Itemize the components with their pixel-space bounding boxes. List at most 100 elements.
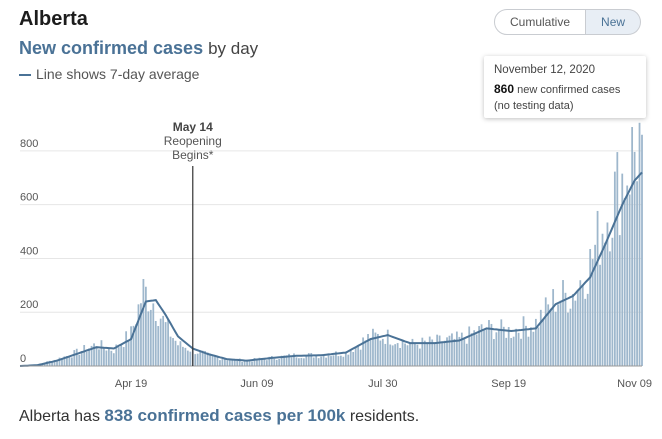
annotation-line1: Reopening [164,134,222,148]
daily-case-bar [542,319,545,366]
daily-case-bar [320,356,323,366]
footer-summary: Alberta has 838 confirmed cases per 100k… [19,406,419,426]
daily-case-bar [339,355,342,366]
daily-case-bar [483,329,485,366]
footer-highlight: 838 confirmed cases per 100k [104,406,346,425]
x-tick-label: Nov 09 [617,378,652,390]
daily-case-bar [460,332,463,366]
y-tick-label: 600 [20,192,38,204]
daily-case-bar [83,345,86,366]
daily-case-bar [599,264,601,366]
daily-case-bar [362,337,364,366]
daily-case-bar [458,336,461,366]
daily-case-bar [273,358,276,366]
daily-case-bar [140,303,142,366]
daily-case-bar [115,344,118,366]
daily-case-bar [609,251,611,366]
daily-case-bar [589,249,592,366]
daily-case-bar [572,294,574,366]
daily-case-bar [544,297,547,366]
daily-case-bar [122,347,125,366]
daily-case-bar [307,353,310,366]
daily-case-bar [152,303,155,366]
daily-case-bar [569,308,572,366]
daily-case-bar [179,341,182,366]
daily-case-bar [438,335,441,366]
daily-case-bar [342,356,345,366]
daily-case-bar [298,358,300,366]
x-tick-label: Sep 19 [491,378,526,390]
daily-case-bar [532,331,535,366]
daily-case-bar [98,349,100,366]
daily-case-bar [611,237,614,366]
daily-case-bar [473,330,476,366]
daily-case-bar [330,356,332,366]
daily-case-bar [51,361,53,366]
x-tick-label: Apr 19 [115,378,147,390]
daily-case-bar [621,173,624,366]
daily-case-bar [312,357,315,366]
daily-case-bar [157,326,160,366]
daily-case-bar [396,343,399,366]
daily-case-bar [159,318,162,366]
daily-case-bar [204,351,207,366]
daily-case-bar [56,360,58,366]
daily-case-bar [377,333,379,366]
daily-case-bar [389,344,392,366]
daily-case-bar [386,329,389,366]
daily-case-bar [233,358,236,366]
daily-case-bar [347,354,350,366]
y-tick-label: 200 [20,299,38,311]
seven-day-average-line [19,171,643,367]
daily-case-bar [554,311,557,366]
daily-case-bar [436,334,439,366]
daily-case-bar [127,340,130,366]
daily-case-bar [485,329,488,366]
daily-case-bar [574,300,577,366]
daily-case-bar [219,360,221,366]
new-button[interactable]: New [586,9,642,35]
daily-case-bar [231,358,234,366]
tooltip-value-suffix: new confirmed cases [517,84,621,96]
daily-case-bar [186,350,189,366]
daily-case-bar [189,351,192,366]
daily-case-bar [241,361,244,366]
daily-case-bar [238,358,241,366]
daily-case-bar [557,304,559,366]
daily-case-bar [117,347,120,366]
line-legend-note: Line shows 7-day average [19,66,199,82]
cases-chart: 0 200 400 600 800 Apr 19 Jun 09 Jul 30 Sep 19 Nov… [19,120,652,390]
daily-case-bar [61,359,63,366]
daily-case-bar [162,315,165,366]
cumulative-button[interactable]: Cumulative [494,9,587,35]
daily-case-bar [596,210,599,366]
daily-case-bar [493,339,495,366]
daily-case-bar [322,355,325,366]
daily-case-bar [70,357,73,366]
daily-case-bar [270,356,273,366]
daily-case-bar [167,319,169,366]
daily-case-bar [564,292,567,366]
daily-case-bar [223,359,226,366]
daily-case-bar [221,359,224,366]
daily-case-bar [110,350,113,366]
daily-case-bar [623,198,626,366]
daily-case-bar [310,353,313,366]
daily-case-bar [552,289,555,366]
daily-case-bar [344,351,347,366]
y-tick-label: 800 [20,138,38,150]
daily-case-bar [539,309,542,366]
chart-subtitle: New confirmed cases by day [19,38,258,59]
daily-case-bar [295,357,298,366]
daily-case-bar [441,342,443,366]
daily-case-bar [95,347,98,366]
daily-case-bar [263,358,266,366]
daily-case-bar [601,233,604,366]
daily-case-bar [199,350,202,366]
daily-case-bar [381,338,384,366]
daily-case-bar [423,340,426,366]
daily-case-bar [251,361,253,366]
daily-case-bar [522,316,525,366]
daily-case-bar [315,355,318,366]
daily-case-bar [73,350,76,366]
